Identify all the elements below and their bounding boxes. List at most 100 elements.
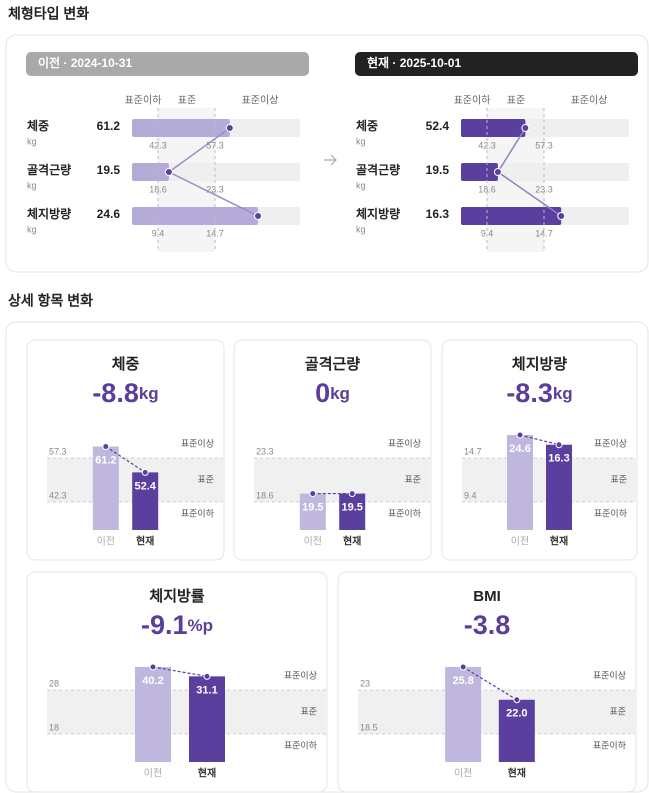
point xyxy=(309,490,317,498)
arrow xyxy=(324,154,337,166)
point xyxy=(513,696,521,704)
change-value: -8.8 xyxy=(92,378,139,408)
high-label: 28 xyxy=(49,678,59,688)
zone-label: 표준이상 xyxy=(284,670,317,680)
point xyxy=(555,441,563,449)
row-value: 24.6 xyxy=(97,207,121,221)
trend-line xyxy=(105,446,146,473)
scale-label: 표준이하 xyxy=(125,94,162,107)
row-label: 체중 xyxy=(356,118,378,133)
value-label: 31.1 xyxy=(196,684,217,696)
row-label: 골격근량 xyxy=(356,162,400,177)
category-label: 이전 xyxy=(97,536,115,548)
high-label: 23 xyxy=(360,678,370,688)
change: -3.8 xyxy=(464,610,511,640)
bar xyxy=(445,667,482,762)
scale-label: 표준이상 xyxy=(571,95,608,107)
change-value: -3.8 xyxy=(464,610,511,640)
row-unit: kg xyxy=(356,180,366,190)
zone-label: 표준이상 xyxy=(388,438,421,448)
bar xyxy=(132,472,159,530)
row-value: 61.2 xyxy=(97,119,121,133)
row-value: 52.4 xyxy=(426,119,450,133)
high-label: 23.3 xyxy=(535,184,553,194)
scale-label: 표준이하 xyxy=(454,94,491,107)
change-unit: kg xyxy=(139,384,159,403)
point xyxy=(203,672,211,680)
value-label: 16.3 xyxy=(548,453,569,465)
point xyxy=(521,124,530,132)
row-unit: kg xyxy=(27,136,37,146)
scale-label: 표준 xyxy=(178,95,196,107)
low-label: 9.4 xyxy=(481,228,494,238)
row-value: 19.5 xyxy=(426,163,450,177)
card-title: 골격근량 xyxy=(305,355,360,373)
low-label: 9.4 xyxy=(152,228,165,238)
row-label: 체지방량 xyxy=(27,206,71,221)
trend-line xyxy=(152,666,208,677)
change-unit: kg xyxy=(553,384,573,403)
row-label: 체지방량 xyxy=(356,206,400,221)
point xyxy=(254,212,262,220)
row-value: 19.5 xyxy=(97,163,121,177)
scale-label: 표준이상 xyxy=(242,95,279,107)
low-label: 18 xyxy=(49,722,59,732)
bar xyxy=(299,493,326,530)
bar xyxy=(132,163,169,181)
bar xyxy=(461,119,526,137)
high-label: 23.3 xyxy=(256,446,274,456)
zone-label: 표준이상 xyxy=(594,438,627,448)
bar xyxy=(498,699,535,762)
card-title: BMI xyxy=(473,588,501,605)
zone-label: 표준이하 xyxy=(594,508,628,518)
card xyxy=(441,339,638,561)
panel-header xyxy=(355,52,638,76)
category-label: 현재 xyxy=(508,767,526,780)
card xyxy=(337,571,637,793)
low-label: 18.6 xyxy=(149,184,167,194)
panel-header-text: 이전 · 2024-10-31 xyxy=(38,55,132,70)
value-label: 40.2 xyxy=(142,675,163,687)
panel-header-text: 현재 · 2025-10-01 xyxy=(367,55,461,70)
change-unit: kg xyxy=(330,384,350,403)
card-title: 체지방량 xyxy=(512,355,567,373)
card-title: 체중 xyxy=(112,356,140,373)
scale-label: 표준 xyxy=(507,95,525,107)
category-label: 현재 xyxy=(343,535,361,548)
zone-label: 표준 xyxy=(609,706,626,716)
row-unit: kg xyxy=(356,136,366,146)
value-label: 61.2 xyxy=(95,454,116,466)
bar xyxy=(135,667,171,762)
point xyxy=(348,490,356,498)
row-unit: kg xyxy=(356,224,366,234)
change-value: -9.1 xyxy=(141,610,188,640)
value-label: 22.0 xyxy=(506,708,527,720)
section-title: 체형타입 변화 xyxy=(8,6,89,22)
row-label: 체중 xyxy=(27,118,49,133)
card xyxy=(26,339,225,561)
card xyxy=(233,339,432,561)
change-value: 0 xyxy=(315,378,330,408)
category-label: 현재 xyxy=(550,535,568,548)
bar xyxy=(189,676,225,762)
card xyxy=(26,571,328,793)
zone-label: 표준이하 xyxy=(593,740,627,750)
bar xyxy=(546,444,572,530)
zone-label: 표준 xyxy=(300,706,317,716)
point xyxy=(225,124,234,132)
zone-label: 표준이상 xyxy=(181,438,214,448)
category-label: 현재 xyxy=(136,535,154,548)
zone-label: 표준이하 xyxy=(181,508,215,518)
change: -9.1%p xyxy=(141,610,213,640)
category-label: 이전 xyxy=(144,768,162,780)
change-unit: %p xyxy=(188,616,214,635)
change: -8.8kg xyxy=(92,378,158,408)
section-title: 상세 항목 변화 xyxy=(8,293,93,309)
high-label: 57.3 xyxy=(49,446,67,456)
category-label: 이전 xyxy=(511,536,529,548)
point xyxy=(516,431,524,439)
change: 0kg xyxy=(315,378,350,408)
point xyxy=(102,443,110,451)
zone-label: 표준 xyxy=(610,474,627,484)
